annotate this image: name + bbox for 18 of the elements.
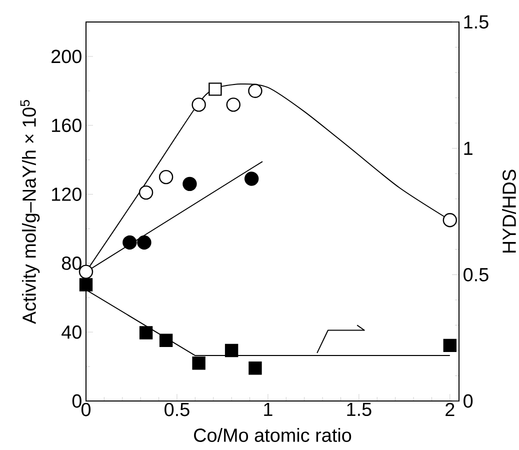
- y-tick-label: 160: [52, 118, 82, 132]
- x-axis-title: Co/Mo atomic ratio: [194, 428, 352, 442]
- y-tick-label: 40: [62, 325, 82, 339]
- y2-tick-label: 0.5: [464, 268, 488, 282]
- x-tick-label: 0.5: [164, 402, 190, 416]
- x-tick-label: 1: [264, 402, 272, 416]
- y-tick-label: 200: [52, 50, 82, 64]
- y2-axis-title: HYD/HDS: [502, 170, 516, 253]
- y-tick-label: 120: [52, 188, 82, 201]
- x-tick-label: 0: [81, 402, 91, 416]
- y2-tick-label: 1.5: [464, 15, 488, 29]
- y2-tick-label: 1: [464, 142, 472, 155]
- y2-tick-label: 0: [464, 394, 473, 408]
- x-tick-label: 2: [446, 402, 454, 416]
- y-tick-label: 80: [62, 256, 82, 270]
- y-tick-label: 0: [72, 394, 82, 408]
- y-axis-title: Activity mol/g–NaY/h × 10$^{5}$: [20, 100, 40, 324]
- x-tick-label: 1.5: [347, 402, 372, 416]
